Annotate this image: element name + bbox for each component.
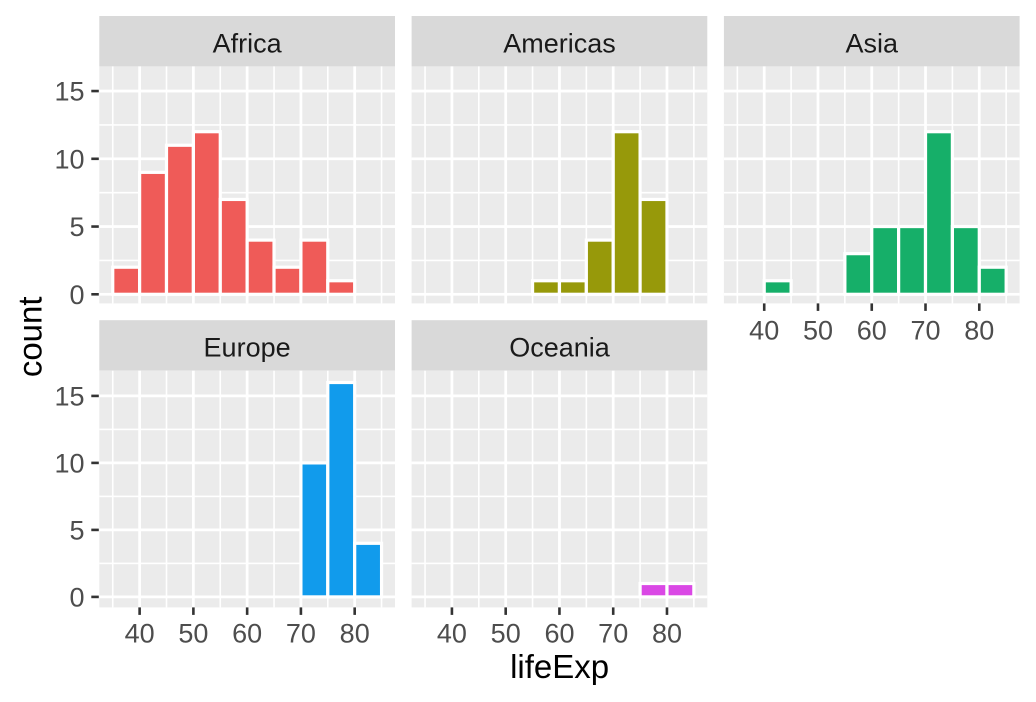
svg-text:50: 50 <box>803 316 833 346</box>
svg-text:80: 80 <box>964 316 994 346</box>
svg-text:0: 0 <box>69 280 84 310</box>
svg-text:Africa: Africa <box>213 28 283 58</box>
svg-text:10: 10 <box>54 449 84 479</box>
svg-text:40: 40 <box>125 618 155 648</box>
svg-text:50: 50 <box>491 618 521 648</box>
svg-text:60: 60 <box>232 618 262 648</box>
svg-text:15: 15 <box>54 77 84 107</box>
svg-text:5: 5 <box>69 516 84 546</box>
svg-text:60: 60 <box>857 316 887 346</box>
svg-text:70: 70 <box>286 618 316 648</box>
svg-text:15: 15 <box>54 382 84 412</box>
svg-text:Americas: Americas <box>503 28 616 58</box>
svg-text:Asia: Asia <box>846 28 900 58</box>
svg-text:10: 10 <box>54 144 84 174</box>
svg-text:lifeExp: lifeExp <box>510 648 609 685</box>
svg-text:0: 0 <box>69 583 84 613</box>
svg-text:80: 80 <box>652 618 682 648</box>
svg-text:count: count <box>12 296 49 377</box>
svg-text:70: 70 <box>598 618 628 648</box>
svg-text:50: 50 <box>178 618 208 648</box>
svg-text:80: 80 <box>340 618 370 648</box>
svg-text:70: 70 <box>910 316 940 346</box>
svg-text:40: 40 <box>749 316 779 346</box>
svg-text:Oceania: Oceania <box>509 333 611 363</box>
svg-text:60: 60 <box>544 618 574 648</box>
svg-text:Europe: Europe <box>204 333 291 363</box>
svg-text:40: 40 <box>437 618 467 648</box>
svg-text:5: 5 <box>69 212 84 242</box>
